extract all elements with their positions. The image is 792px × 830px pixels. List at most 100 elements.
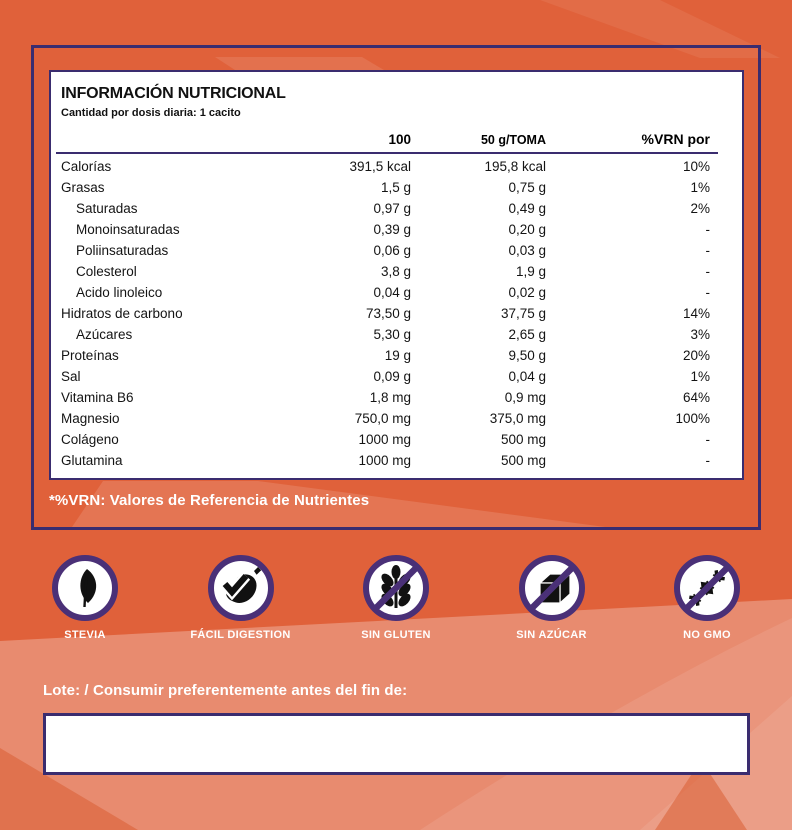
nutrient-row: Saturadas 0,97 g 0,49 g 2% [61,198,742,219]
panel-subtitle: Cantidad por dosis diaria: 1 cacito [61,107,241,119]
lote-blank-box [43,713,750,775]
nutrition-panel: INFORMACIÓN NUTRICIONAL Cantidad por dos… [49,70,744,480]
nutrient-label: Azúcares [76,327,133,342]
label-frame: INFORMACIÓN NUTRICIONAL Cantidad por dos… [31,45,761,530]
column-header-toma: 50 g/TOMA [480,133,546,147]
nutrient-row: Magnesio 750,0 mg 375,0 mg 100% [61,408,742,429]
sugar-cube-slash-icon [518,555,585,621]
column-header-vrn: %VRN por [641,131,710,147]
value-per-100: 0,39 g [373,222,411,237]
stomach-check-icon [207,555,274,621]
value-per-toma: 0,03 g [508,243,546,258]
value-per-toma: 0,75 g [508,180,546,195]
badge: FÁCIL DIGESTION [176,555,306,642]
nutrient-row: Proteínas 19 g 9,50 g 20% [61,345,742,366]
value-vrn: 64% [682,390,710,405]
nutrient-row: Monoinsaturadas 0,39 g 0,20 g - [61,219,742,240]
value-per-100: 1,8 mg [369,390,411,405]
badges-row: STEVIA FÁCIL DIGESTION SIN GLUTEN SIN AZ… [0,555,792,642]
nutrient-row: Colesterol 3,8 g 1,9 g - [61,261,742,282]
value-vrn: 3% [690,327,710,342]
nutrient-label: Colágeno [61,432,119,447]
nutrient-row: Azúcares 5,30 g 2,65 g 3% [61,324,742,345]
value-per-100: 0,09 g [373,369,411,384]
nutrient-label: Grasas [61,180,105,195]
value-per-100: 0,06 g [373,243,411,258]
value-per-toma: 37,75 g [500,306,546,321]
value-per-toma: 0,04 g [508,369,546,384]
value-per-toma: 0,49 g [508,201,546,216]
value-per-100: 1000 mg [358,432,411,447]
nutrient-label: Vitamina B6 [61,390,134,405]
badge-label: NO GMO [683,629,731,641]
value-per-100: 5,30 g [373,327,411,342]
vrn-footnote: *%VRN: Valores de Referencia de Nutrient… [49,492,370,509]
nutrient-row: Hidratos de carbono 73,50 g 37,75 g 14% [61,303,742,324]
value-per-toma: 2,65 g [508,327,546,342]
badge-label: SIN GLUTEN [361,629,431,641]
nutrient-row: Glutamina 1000 mg 500 mg - [61,450,742,471]
value-vrn: 2% [690,201,710,216]
nutrient-row: Poliinsaturadas 0,06 g 0,03 g - [61,240,742,261]
badge-label: STEVIA [64,629,106,641]
value-per-100: 0,97 g [373,201,411,216]
value-per-toma: 0,20 g [508,222,546,237]
header-separator [56,152,718,154]
lote-label: Lote: / Consumir preferentemente antes d… [43,682,408,699]
value-per-toma: 195,8 kcal [484,159,546,174]
value-vrn: 100% [675,411,710,426]
nutrient-label: Hidratos de carbono [61,306,183,321]
value-per-toma: 0,02 g [508,285,546,300]
nutrient-label: Magnesio [61,411,120,426]
value-vrn: - [705,264,711,279]
nutrient-row: Sal 0,09 g 0,04 g 1% [61,366,742,387]
value-per-toma: 0,9 mg [504,390,546,405]
value-vrn: 1% [690,180,710,195]
badge: SIN GLUTEN [331,555,461,642]
value-per-toma: 375,0 mg [489,411,546,426]
nutrient-label: Proteínas [61,348,119,363]
value-per-100: 19 g [384,348,411,363]
column-header-100: 100 [388,132,411,147]
value-per-100: 391,5 kcal [349,159,411,174]
nutrient-label: Calorías [61,159,112,174]
nutrient-row: Calorías 391,5 kcal 195,8 kcal 10% [61,156,742,177]
nutrient-row: Grasas 1,5 g 0,75 g 1% [61,177,742,198]
badge-label: SIN AZÚCAR [516,629,587,641]
badge: NO GMO [642,555,772,642]
badge: STEVIA [20,555,150,642]
nutrient-label: Sal [61,369,81,384]
value-per-100: 3,8 g [380,264,411,279]
wheat-slash-icon [363,555,429,621]
value-vrn: 14% [682,306,710,321]
nutrient-row: Colágeno 1000 mg 500 mg - [61,429,742,450]
badge-label: FÁCIL DIGESTION [190,629,291,641]
nutrient-label: Monoinsaturadas [76,222,180,237]
value-vrn: - [705,222,711,237]
nutrient-label: Poliinsaturadas [76,243,169,258]
value-per-100: 0,04 g [373,285,411,300]
nutrient-label: Saturadas [76,201,138,216]
value-per-toma: 500 mg [500,453,546,468]
dna-slash-icon [674,555,740,621]
leaf-icon [52,555,118,621]
value-vrn: 20% [682,348,710,363]
value-per-100: 1,5 g [380,180,411,195]
value-per-100: 750,0 mg [354,411,411,426]
value-vrn: 1% [690,369,710,384]
nutrient-label: Colesterol [76,264,137,279]
nutrient-table: Calorías 391,5 kcal 195,8 kcal 10% Grasa… [61,156,742,471]
value-vrn: - [705,243,711,258]
value-per-toma: 500 mg [500,432,546,447]
nutrient-label: Acido linoleico [76,285,163,300]
badge: SIN AZÚCAR [487,555,617,642]
value-per-100: 73,50 g [365,306,411,321]
value-vrn: 10% [682,159,710,174]
value-vrn: - [705,453,711,468]
column-header-row: 100 50 g/TOMA %VRN por [61,131,742,147]
value-vrn: - [705,285,711,300]
value-vrn: - [705,432,711,447]
value-per-100: 1000 mg [358,453,411,468]
value-per-toma: 9,50 g [508,348,546,363]
panel-title: INFORMACIÓN NUTRICIONAL [61,85,286,102]
